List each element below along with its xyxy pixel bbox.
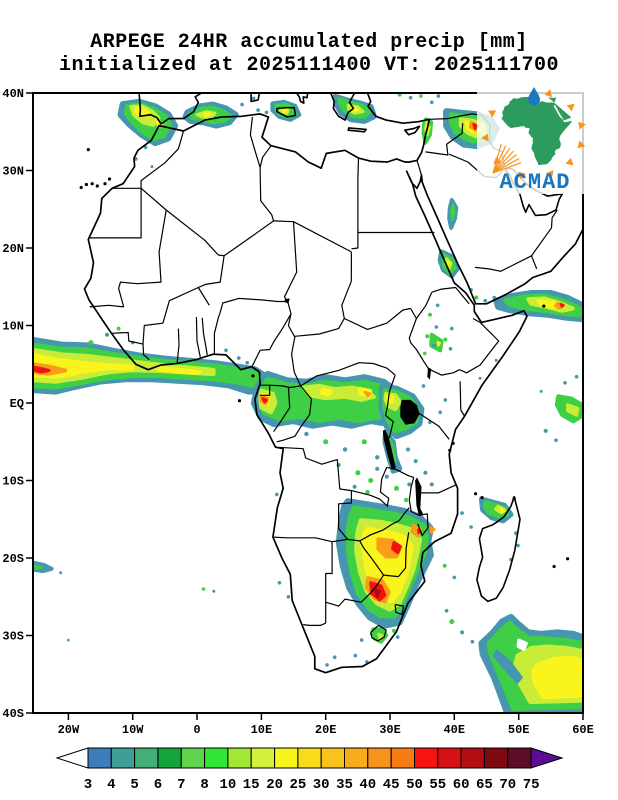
- colorbar-tick-label: 20: [266, 777, 283, 793]
- axis-labels: 40N 30N 20N 10N EQ 10S 20S 30S 40S 20W 10W 0 10E 20E 3…: [2, 87, 593, 737]
- colorbar-tick-label: 5: [130, 777, 138, 793]
- colorbar-cell: [297, 747, 322, 769]
- lat-tick-label: EQ: [10, 397, 24, 411]
- colorbar-cell: [414, 747, 439, 769]
- africa-precip-map: 40N 30N 20N 10N EQ 10S 20S 30S 40S 20W 10W 0 10E 20E 3…: [0, 85, 618, 745]
- colorbar-tick-label: 6: [154, 777, 162, 793]
- colorbar-below-arrow: [55, 747, 89, 769]
- africa-silhouette: [501, 96, 572, 166]
- colorbar-cell: [204, 747, 229, 769]
- colorbar-tick-label: 10: [219, 777, 236, 793]
- lon-tick-label: 0: [193, 723, 200, 737]
- lat-tick-label: 10N: [2, 320, 24, 334]
- colorbar-tick-label: 8: [200, 777, 208, 793]
- colorbar-cell: [460, 747, 485, 769]
- colorbar-cell: [274, 747, 299, 769]
- colorbar-tick-label: 60: [453, 777, 470, 793]
- colorbar-cell: [483, 747, 509, 769]
- acmad-wordmark: ACMAD: [499, 170, 570, 194]
- colorbar-canvas: 3 4 5 6 7 8 10 15 20 25 30 35 40 45 50 55 60 65 70 75: [55, 747, 564, 793]
- colorbar-tick-label: 50: [406, 777, 423, 793]
- precip-colorbar: 3 4 5 6 7 8 10 15 20 25 30 35 40 45 50 55 60 65 70 75: [50, 742, 580, 798]
- colorbar-tick-label: 4: [107, 777, 115, 793]
- colorbar-cell: [134, 747, 159, 769]
- orange-triangle-ring-icon: [481, 89, 586, 180]
- colorbar-tick-label: 25: [289, 777, 306, 793]
- lakes-islands-layer: [79, 148, 570, 569]
- colorbar-cell: [180, 747, 206, 769]
- lat-tick-label: 40N: [2, 87, 24, 101]
- lon-tick-label: 10W: [122, 723, 144, 737]
- lon-tick-label: 10E: [251, 723, 273, 737]
- colorbar-above-arrow: [530, 747, 564, 769]
- lat-tick-label: 10S: [2, 475, 24, 489]
- country-borders-layer: [88, 113, 558, 642]
- colorbar-cell: [157, 747, 182, 769]
- lat-tick-label: 30N: [2, 165, 24, 179]
- colorbar-tick-label: 30: [313, 777, 330, 793]
- colorbar-cell: [507, 747, 532, 769]
- lon-tick-label: 40E: [443, 723, 465, 737]
- colorbar-cell: [344, 747, 369, 769]
- colorbar-tick-label: 35: [336, 777, 353, 793]
- colorbar-cell: [390, 747, 416, 769]
- water-drop-icon: [528, 87, 540, 106]
- colorbar-cell: [250, 747, 275, 769]
- lon-tick-label: 20W: [58, 723, 80, 737]
- lon-tick-label: 20E: [315, 723, 337, 737]
- colorbar-tick-label: 70: [499, 777, 516, 793]
- precip-shading-layer: [33, 93, 583, 713]
- colorbar-tick-label: 65: [476, 777, 493, 793]
- acmad-logo: ACMAD: [477, 87, 594, 195]
- colorbar-tick-label: 55: [429, 777, 446, 793]
- lat-tick-label: 40S: [2, 707, 24, 721]
- lon-tick-label: 50E: [508, 723, 530, 737]
- colorbar-tick-label: 15: [243, 777, 260, 793]
- colorbar-cell: [437, 747, 462, 769]
- lat-tick-label: 30S: [2, 630, 24, 644]
- plot-title-line1: ARPEGE 24HR accumulated precip [mm]: [90, 31, 528, 54]
- colorbar-cell: [367, 747, 392, 769]
- colorbar-cell: [87, 747, 112, 769]
- lon-tick-label: 30E: [379, 723, 401, 737]
- colorbar-tick-label: 75: [523, 777, 540, 793]
- lat-tick-label: 20N: [2, 242, 24, 256]
- orange-ray-fan-icon: [492, 144, 522, 174]
- colorbar-cell: [227, 747, 252, 769]
- colorbar-tick-label: 7: [177, 777, 185, 793]
- axis-ticks: [26, 92, 584, 720]
- colorbar-cell: [320, 747, 346, 769]
- plot-title: ARPEGE 24HR accumulated precip [mm] initi…: [0, 31, 618, 77]
- colorbar-tick-label: 40: [359, 777, 376, 793]
- plot-title-line2: initialized at 2025111400 VT: 2025111700: [58, 54, 560, 77]
- colorbar-cell: [110, 747, 136, 769]
- colorbar-tick-label: 3: [84, 777, 92, 793]
- map-canvas: 40N 30N 20N 10N EQ 10S 20S 30S 40S 20W 10W 0 10E 20E 3…: [2, 87, 593, 737]
- lat-tick-label: 20S: [2, 552, 24, 566]
- lon-tick-label: 60E: [572, 723, 594, 737]
- colorbar-tick-label: 45: [383, 777, 400, 793]
